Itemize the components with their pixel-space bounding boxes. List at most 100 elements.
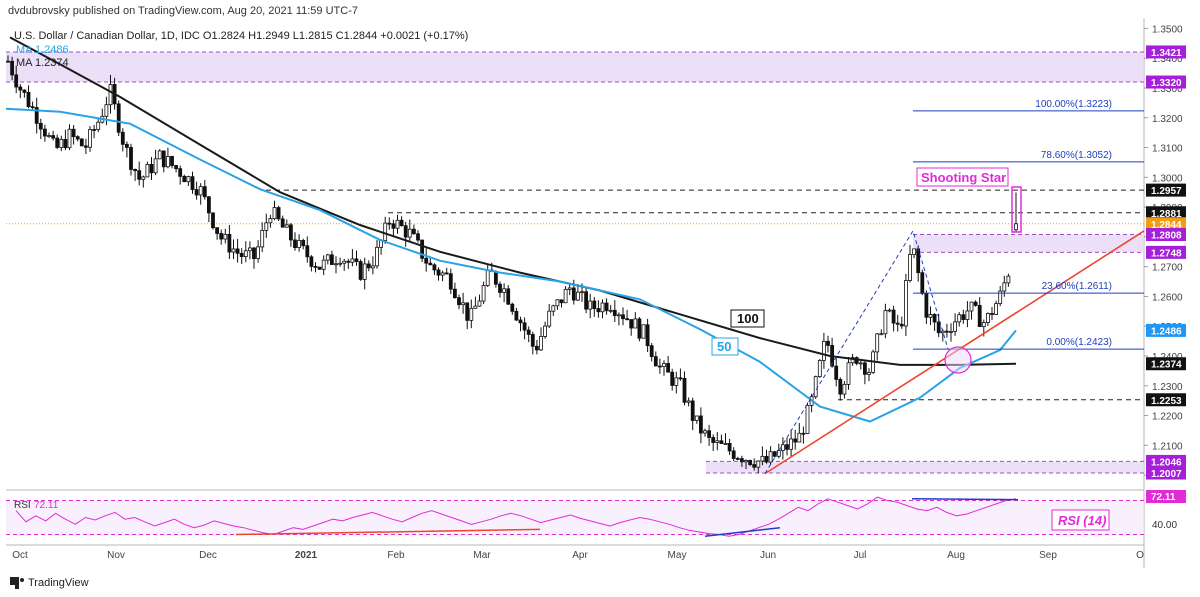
time-tick-label: Apr bbox=[572, 550, 588, 561]
candle-body bbox=[858, 362, 863, 365]
price-badge-label: 1.2881 bbox=[1151, 209, 1182, 220]
candle-body bbox=[801, 432, 806, 435]
candle-body bbox=[432, 264, 437, 271]
candle-body bbox=[125, 143, 129, 148]
fib-label: 78.60%(1.3052) bbox=[1041, 150, 1112, 161]
candle-body bbox=[354, 258, 359, 262]
candle-body bbox=[936, 321, 941, 334]
candle-body bbox=[793, 438, 798, 443]
candle-body bbox=[752, 464, 757, 468]
candle-body bbox=[370, 265, 375, 269]
candle-body bbox=[145, 164, 150, 178]
fib-label: 23.60%(1.2611) bbox=[1042, 281, 1112, 292]
candle-body bbox=[280, 218, 285, 228]
candle-body bbox=[887, 309, 892, 312]
candle-body bbox=[748, 460, 752, 465]
candle-body bbox=[235, 248, 240, 254]
candle-body bbox=[699, 415, 703, 434]
rsi-badge bbox=[1146, 490, 1186, 503]
candle-body bbox=[411, 228, 416, 235]
price-tick-label: 1.3000 bbox=[1152, 173, 1183, 184]
candle-body bbox=[67, 128, 72, 149]
candle-body bbox=[514, 310, 519, 321]
candle-body bbox=[358, 261, 363, 280]
candle-body bbox=[276, 207, 281, 220]
candle-body bbox=[867, 371, 871, 375]
candle-body bbox=[522, 322, 527, 331]
time-tick-label: May bbox=[668, 550, 687, 561]
candle-body bbox=[272, 207, 277, 220]
candle-body bbox=[559, 299, 564, 304]
price-badge-label: 1.2253 bbox=[1151, 396, 1182, 407]
candle-body bbox=[129, 147, 133, 170]
candle-body bbox=[694, 415, 699, 421]
candle-body bbox=[891, 309, 896, 324]
price-tick-label: 1.3200 bbox=[1152, 114, 1183, 125]
candle-body bbox=[662, 363, 666, 367]
candle-body bbox=[493, 271, 498, 285]
shooting-star-box bbox=[1011, 186, 1022, 233]
candle-body bbox=[22, 89, 27, 93]
candle-body bbox=[137, 170, 142, 180]
candle-body bbox=[986, 313, 990, 323]
time-tick-label: Oct bbox=[12, 550, 28, 561]
price-badge bbox=[1146, 466, 1186, 480]
candle-body bbox=[43, 128, 47, 137]
candle-body bbox=[653, 356, 658, 367]
rsi-trendline bbox=[704, 526, 781, 537]
price-badge bbox=[1146, 245, 1186, 259]
candle-body bbox=[735, 458, 740, 460]
shooting-star-label: Shooting Star bbox=[921, 170, 1006, 185]
price-badge bbox=[1146, 183, 1186, 197]
candle-body bbox=[457, 297, 461, 306]
candle-body bbox=[321, 259, 326, 270]
candle-body bbox=[301, 240, 306, 247]
rsi-pane bbox=[6, 496, 1144, 537]
candle-body bbox=[875, 333, 880, 353]
candle-body bbox=[59, 138, 64, 148]
candle-body bbox=[436, 269, 441, 276]
candle-body bbox=[165, 156, 170, 168]
candle-body bbox=[924, 293, 929, 318]
candle-body bbox=[547, 310, 552, 327]
candle-body bbox=[178, 168, 183, 177]
candle-body bbox=[227, 233, 232, 253]
price-tick-label: 1.2300 bbox=[1152, 382, 1183, 393]
candle-body bbox=[448, 273, 453, 290]
candle-body bbox=[440, 272, 445, 276]
candle-body bbox=[362, 263, 367, 280]
candle-body bbox=[764, 455, 769, 463]
candle-body bbox=[63, 138, 68, 149]
candle-body bbox=[502, 288, 507, 293]
candle-body bbox=[47, 135, 51, 137]
price-tick-label: 1.3500 bbox=[1152, 24, 1183, 35]
price-axis: 1.3500 1.3400 1.3300 1.3200 1.3100 1.3000 1.29… bbox=[1144, 24, 1186, 482]
publisher-line: dvdubrovsky published on TradingView.com… bbox=[8, 5, 358, 17]
candle-body bbox=[600, 302, 605, 313]
candle-body bbox=[658, 365, 662, 368]
candle-body bbox=[309, 256, 314, 267]
rsi-value: 72.11 bbox=[34, 500, 59, 511]
candle-body bbox=[949, 330, 953, 333]
time-tick-label: Jul bbox=[854, 550, 867, 561]
price-badge-label: 1.2374 bbox=[1151, 360, 1182, 371]
candle-body bbox=[182, 175, 187, 183]
time-tick-label: Jun bbox=[760, 550, 776, 561]
time-tick-label: Nov bbox=[107, 550, 125, 561]
candle-body bbox=[96, 121, 101, 130]
ma100-legend: MA 1.2374 bbox=[16, 57, 69, 69]
ma50-legend: MA 1.2486 bbox=[16, 44, 69, 56]
rsi-trendline bbox=[235, 528, 541, 536]
candle-body bbox=[211, 212, 215, 229]
rsi-title-box bbox=[1051, 509, 1110, 531]
candle-body bbox=[822, 340, 826, 361]
candle-body bbox=[170, 156, 174, 166]
candle-body bbox=[395, 219, 400, 229]
candle-body bbox=[30, 106, 35, 109]
candle-body bbox=[317, 266, 322, 270]
candle-body bbox=[772, 451, 777, 457]
candle-body bbox=[6, 60, 10, 63]
ma50-tag: 50 bbox=[717, 339, 731, 354]
candle-body bbox=[288, 224, 293, 241]
